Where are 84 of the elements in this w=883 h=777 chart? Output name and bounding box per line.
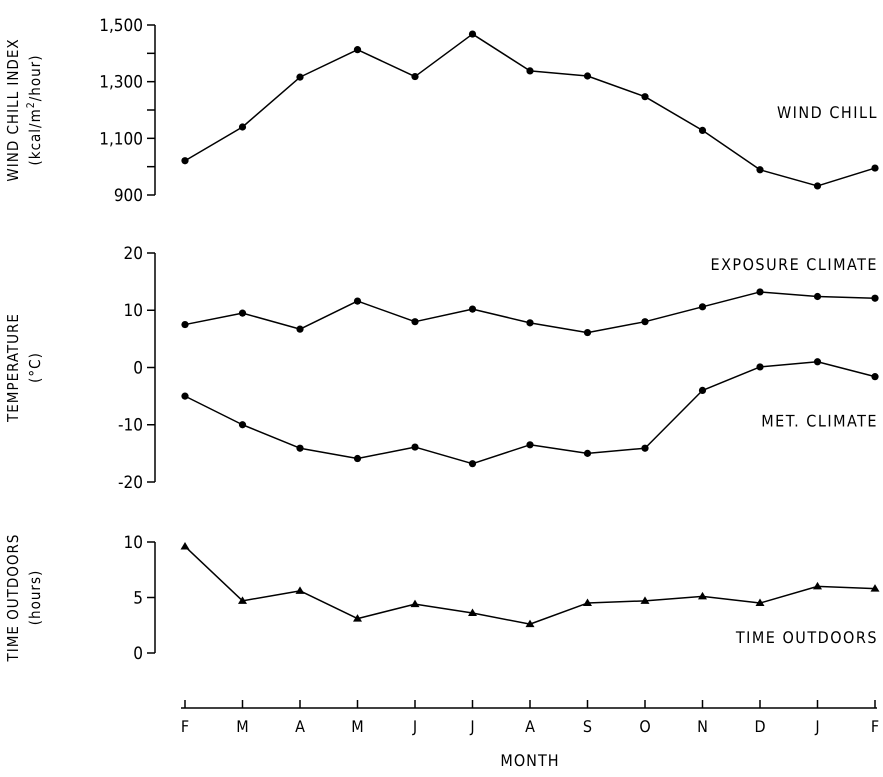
point — [870, 584, 880, 592]
point — [584, 72, 592, 80]
y-tick-label: 1,100 — [99, 129, 143, 150]
x-tick-label: A — [525, 717, 536, 736]
point — [756, 288, 764, 296]
y-tick-label: 0 — [133, 644, 143, 664]
point — [468, 608, 477, 616]
point — [698, 386, 706, 394]
point — [871, 294, 879, 302]
y-tick-label: 0 — [133, 358, 143, 378]
point — [411, 318, 419, 326]
point — [353, 614, 362, 622]
point — [641, 318, 649, 326]
y-tick-label: 900 — [114, 186, 143, 206]
point — [871, 164, 879, 172]
point — [238, 310, 246, 317]
point — [698, 592, 707, 600]
point — [238, 596, 247, 604]
point — [411, 72, 419, 80]
x-tick-label: J — [412, 717, 418, 736]
point — [181, 320, 189, 328]
series-label: MET. CLIMATE — [761, 412, 878, 431]
point — [698, 126, 706, 134]
point — [181, 157, 189, 164]
point — [468, 460, 476, 468]
point — [410, 600, 420, 608]
y-tick-label: 5 — [133, 588, 143, 608]
series-label: TIME OUTDOORS — [734, 628, 878, 648]
point — [296, 444, 304, 452]
point — [756, 363, 764, 371]
y-tick-label: 1,300 — [99, 72, 143, 93]
x-tick-label: J — [814, 717, 820, 736]
point — [813, 582, 822, 590]
x-tick-label: M — [351, 717, 364, 736]
point — [354, 46, 362, 54]
point — [180, 542, 190, 550]
point — [640, 596, 650, 604]
y-tick-label: 1,500 — [99, 16, 143, 36]
y-tick-label: -20 — [118, 472, 143, 493]
y-tick-label: 20 — [124, 244, 143, 264]
point — [238, 421, 246, 428]
point — [411, 443, 419, 451]
point — [526, 319, 534, 326]
point — [238, 123, 246, 131]
point — [814, 358, 822, 366]
point — [526, 441, 534, 448]
point — [468, 306, 476, 313]
point — [181, 392, 189, 400]
point — [756, 598, 764, 606]
point — [526, 67, 534, 74]
point — [814, 292, 822, 300]
point — [296, 74, 304, 81]
point — [468, 30, 476, 38]
x-tick-label: J — [469, 717, 475, 736]
point — [354, 454, 362, 462]
x-tick-label: D — [754, 717, 766, 736]
point — [584, 450, 592, 457]
point — [698, 303, 706, 310]
y-tick-label: -10 — [118, 416, 143, 436]
x-tick-label: S — [582, 717, 592, 736]
point — [641, 93, 649, 100]
x-axis-title: MONTH — [500, 751, 560, 770]
x-tick-label: M — [236, 717, 249, 736]
point — [871, 373, 879, 380]
text: WIND CHILL — [776, 103, 878, 122]
point — [814, 182, 822, 190]
y-axis-title: TEMPERATURE (°C) — [4, 313, 44, 423]
x-tick-label: A — [295, 717, 306, 736]
y-tick-label: 10 — [124, 301, 143, 322]
y-tick-label: 10 — [124, 532, 143, 553]
point — [296, 586, 304, 594]
point — [354, 297, 362, 305]
x-tick-label: F — [180, 717, 190, 736]
point — [296, 326, 304, 333]
point — [756, 166, 764, 174]
point — [583, 598, 592, 606]
y-axis-title: TIME OUTDOORS (hours) — [4, 534, 44, 662]
x-tick-label: N — [697, 717, 708, 736]
x-tick-label: O — [639, 717, 651, 736]
x-tick-label: F — [870, 717, 880, 736]
point — [584, 328, 592, 336]
point — [641, 444, 649, 452]
series-label: EXPOSURE CLIMATE — [710, 254, 878, 274]
point — [526, 620, 534, 628]
